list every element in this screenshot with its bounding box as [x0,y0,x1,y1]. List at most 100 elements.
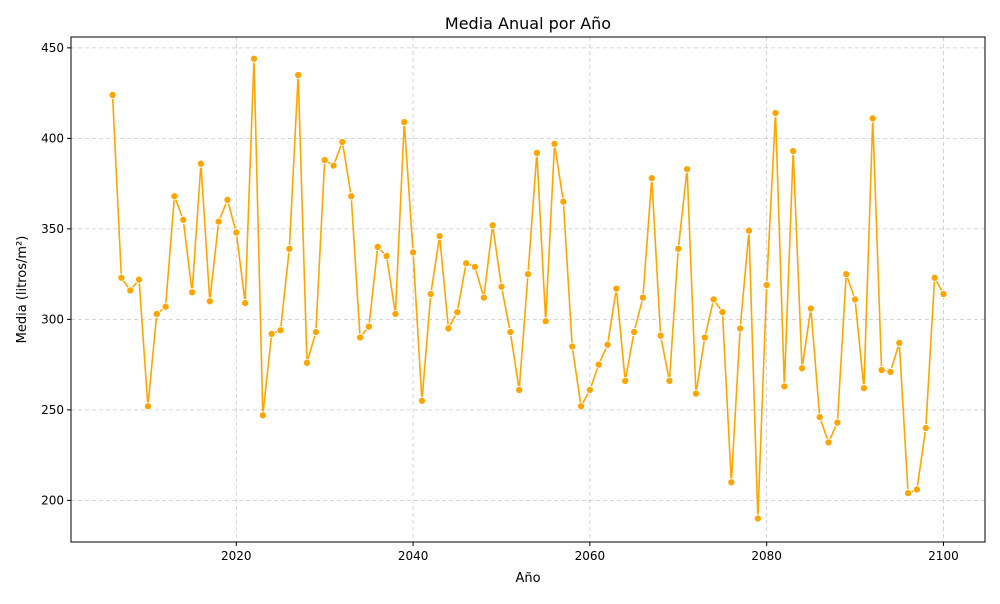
data-point [559,197,568,206]
data-point [294,70,303,80]
data-point [515,385,524,395]
data-point [223,195,232,204]
data-point [409,248,418,257]
data-point [585,385,594,395]
data-point [188,288,197,297]
x-tick-label: 2100 [928,549,959,563]
x-tick-label: 2020 [221,549,252,563]
data-point [851,295,860,304]
data-point [302,358,312,367]
data-point [930,273,939,282]
x-axis-label: Año [515,571,540,586]
data-point [196,159,205,168]
data-point [462,259,471,268]
data-point [488,221,497,230]
data-point [276,326,285,335]
data-point [108,90,117,99]
axes-frame [70,36,986,543]
data-point [806,304,815,313]
y-tick-label: 200 [41,493,64,507]
x-tick-label: 2080 [751,549,782,563]
data-point [895,338,904,347]
data-point [444,324,453,333]
data-point [161,302,170,311]
data-point [205,297,214,306]
data-point [126,286,135,295]
data-point [214,217,223,226]
data-point [709,295,718,304]
data-point [355,333,365,342]
tick-layer: 2020 2040 2060 2080 2100 200 250 300 350 400 450 [41,41,959,563]
data-point [267,329,276,338]
data-point [912,485,921,494]
data-point [152,309,161,318]
data-point [470,262,480,271]
data-point [789,146,798,156]
data-point [364,322,373,331]
data-point [904,489,913,498]
data-point [886,367,895,376]
data-point [568,342,577,351]
grid-lines [71,37,985,542]
data-point [285,244,294,253]
data-point [117,273,126,282]
data-point [877,365,886,375]
data-point [170,192,179,201]
data-point [727,478,736,487]
data-point [638,293,647,302]
chart-title: Media Anual por Año [445,14,611,33]
data-point [541,317,550,326]
data-point [674,244,683,253]
data-point [550,139,559,148]
data-point [815,413,824,422]
data-point [400,118,409,127]
x-tick-label: 2040 [398,549,429,563]
data-point [859,384,868,393]
data-point [338,137,347,147]
data-point [683,165,692,174]
data-point [824,438,833,447]
y-tick-label: 350 [41,222,64,236]
data-point [842,270,851,279]
data-point [576,402,586,411]
data-point [762,280,771,290]
x-tick-label: 2060 [575,549,606,563]
data-point [506,327,515,337]
data-point [426,289,435,299]
data-point [921,423,930,433]
data-point [630,327,639,337]
data-point [497,282,506,291]
data-point [329,161,338,170]
data-point [603,340,612,349]
data-point [939,289,948,299]
data-point [249,54,259,63]
data-point [391,309,400,318]
data-point [417,396,426,405]
data-point [532,148,541,157]
data-point [241,299,250,308]
data-point [771,108,780,118]
y-tick-label: 300 [41,312,64,326]
data-point [691,389,701,398]
data-point [382,251,391,261]
data-point [435,232,444,241]
data-point [523,270,533,279]
data-point [780,382,789,391]
data-point [347,192,356,201]
data-point [665,376,674,385]
data-point [320,156,329,165]
series-line [111,57,945,520]
data-point [736,324,745,333]
data-point [258,411,267,420]
data-point [718,308,727,317]
data-point [744,226,754,235]
data-point [311,327,320,337]
data-point [373,242,382,252]
data-point [594,360,603,369]
data-point [179,215,188,224]
data-point [135,275,144,284]
data-point [833,418,842,427]
series-layer [108,54,948,523]
